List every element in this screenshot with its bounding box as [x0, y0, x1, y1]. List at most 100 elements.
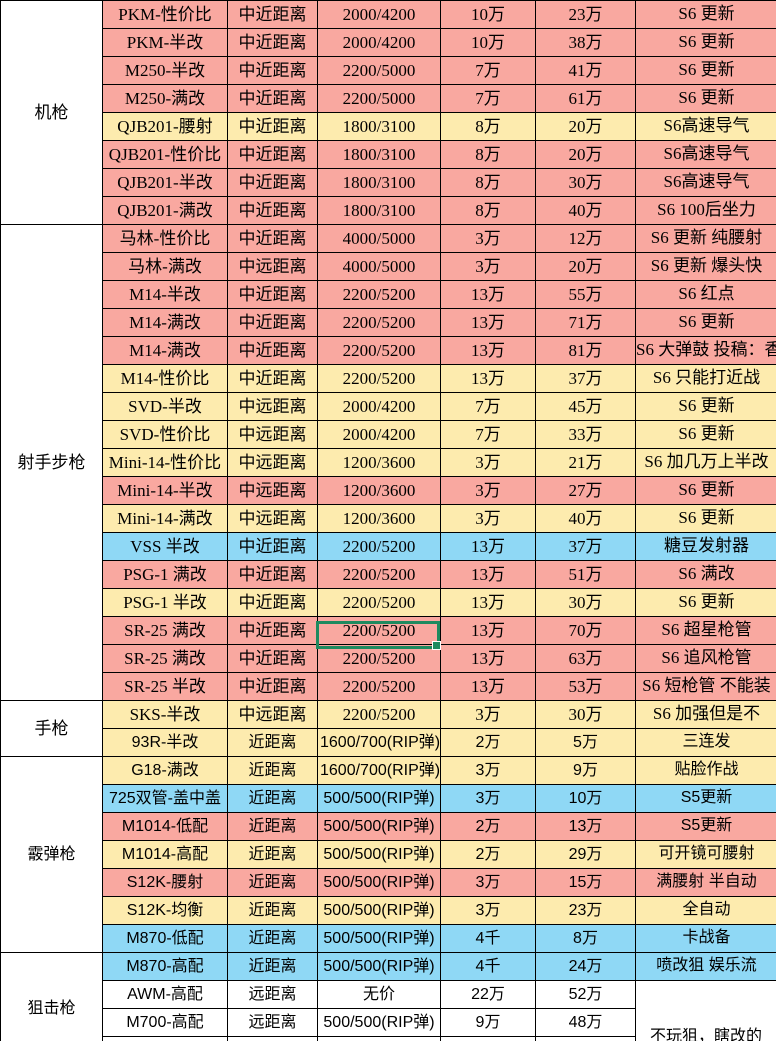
note-cell[interactable]: S6 更新 [635, 84, 776, 113]
distance-cell[interactable]: 中远距离 [227, 476, 318, 505]
table-row[interactable]: M14-满改 中近距离 2200/5200 13万 71万 S6 更新 [1, 308, 776, 337]
cost-b-cell[interactable]: 20万 [535, 140, 636, 169]
table-row[interactable]: S12K-均衡 近距离 500/500(RIP弹) 3万 23万 全自动 [1, 896, 776, 925]
distance-cell[interactable]: 中近距离 [227, 364, 318, 393]
price-cell[interactable]: 500/500(RIP弹) [317, 1036, 441, 1041]
note-cell[interactable]: S6 红点 [635, 280, 776, 309]
note-cell[interactable]: S6 更新 [635, 28, 776, 57]
price-cell[interactable]: 2200/5200 [317, 280, 441, 309]
note-cell[interactable]: S6 更新 [635, 56, 776, 85]
distance-cell[interactable]: 中近距离 [227, 224, 318, 253]
price-cell[interactable]: 500/500(RIP弹) [317, 784, 441, 813]
table-row[interactable]: AWM-高配 远距离 无价 22万 52万 不玩狙，瞎改的 [1, 980, 776, 1041]
weapon-name-cell[interactable]: M14-性价比 [102, 364, 228, 393]
price-cell[interactable]: 500/500(RIP弹) [317, 840, 441, 869]
cost-b-cell[interactable]: 12万 [535, 224, 636, 253]
cost-b-cell[interactable]: 61万 [535, 84, 636, 113]
cost-a-cell[interactable]: 13万 [440, 644, 536, 673]
weapon-name-cell[interactable]: M250-满改 [102, 84, 228, 113]
table-row[interactable]: PSG-1 半改 中近距离 2200/5200 13万 30万 S6 更新 [1, 588, 776, 617]
note-cell[interactable]: 三连发 [635, 728, 776, 757]
distance-cell[interactable]: 近距离 [227, 812, 318, 841]
weapon-name-cell[interactable]: PKM-半改 [102, 28, 228, 57]
price-cell[interactable]: 无价 [317, 980, 441, 1009]
cost-a-cell[interactable]: 8万 [440, 168, 536, 197]
weapon-name-cell[interactable]: PSG-1 半改 [102, 588, 228, 617]
cost-a-cell[interactable]: 3万 [440, 504, 536, 533]
distance-cell[interactable]: 近距离 [227, 756, 318, 785]
price-cell[interactable]: 1200/3600 [317, 504, 441, 533]
cost-b-cell[interactable]: 5万 [535, 728, 636, 757]
table-row[interactable]: M14-半改 中近距离 2200/5200 13万 55万 S6 红点 [1, 280, 776, 309]
cost-a-cell[interactable]: 13万 [440, 532, 536, 561]
price-cell[interactable]: 500/500(RIP弹) [317, 812, 441, 841]
table-row[interactable]: QJB201-腰射 中近距离 1800/3100 8万 20万 S6高速导气 [1, 112, 776, 141]
cost-a-cell[interactable]: 8万 [440, 196, 536, 225]
price-cell[interactable]: 2000/4200 [317, 28, 441, 57]
weapon-name-cell[interactable]: AWM-高配 [102, 980, 228, 1009]
cost-a-cell[interactable]: 9万 [440, 1008, 536, 1037]
price-cell[interactable]: 2200/5200 [317, 672, 441, 701]
category-cell[interactable]: 狙击枪 [0, 952, 103, 1041]
cost-b-cell[interactable]: 51万 [535, 560, 636, 589]
distance-cell[interactable]: 远距离 [227, 1036, 318, 1041]
cost-b-cell[interactable]: 81万 [535, 336, 636, 365]
note-cell[interactable]: S6 短枪管 不能装 [635, 672, 776, 701]
price-cell[interactable]: 500/500(RIP弹) [317, 868, 441, 897]
note-cell[interactable]: S6 超星枪管 [635, 616, 776, 645]
cost-b-cell[interactable]: 23万 [535, 0, 636, 29]
cost-b-cell[interactable]: 70万 [535, 616, 636, 645]
distance-cell[interactable]: 中近距离 [227, 140, 318, 169]
note-cell[interactable]: S6 100后坐力 [635, 196, 776, 225]
cost-b-cell[interactable]: 52万 [535, 980, 636, 1009]
distance-cell[interactable]: 中近距离 [227, 0, 318, 29]
cost-b-cell[interactable]: 24万 [535, 952, 636, 981]
weapon-name-cell[interactable]: 725双管-盖中盖 [102, 784, 228, 813]
note-cell[interactable]: S6 加几万上半改 [635, 448, 776, 477]
price-cell[interactable]: 1800/3100 [317, 196, 441, 225]
weapon-name-cell[interactable]: QJB201-半改 [102, 168, 228, 197]
weapon-name-cell[interactable]: PKM-性价比 [102, 0, 228, 29]
price-cell[interactable]: 2200/5200 [317, 364, 441, 393]
table-row[interactable]: PKM-半改 中近距离 2000/4200 10万 38万 S6 更新 [1, 28, 776, 57]
weapon-name-cell[interactable]: Mini-14-半改 [102, 476, 228, 505]
distance-cell[interactable]: 中远距离 [227, 252, 318, 281]
note-cell[interactable]: S6 更新 爆头快 [635, 252, 776, 281]
cost-a-cell[interactable]: 3万 [440, 868, 536, 897]
distance-cell[interactable]: 中近距离 [227, 336, 318, 365]
weapon-name-cell[interactable]: SKS-半改 [102, 700, 228, 729]
note-cell[interactable]: 满腰射 半自动 [635, 868, 776, 897]
table-row[interactable]: PSG-1 满改 中近距离 2200/5200 13万 51万 S6 满改 [1, 560, 776, 589]
cost-a-cell[interactable]: 7万 [440, 56, 536, 85]
cost-a-cell[interactable]: 3万 [440, 896, 536, 925]
cost-a-cell[interactable]: 2万 [440, 840, 536, 869]
cost-a-cell[interactable]: 4千 [440, 924, 536, 953]
cost-b-cell[interactable]: 15万 [535, 868, 636, 897]
note-cell[interactable]: S6 更新 [635, 308, 776, 337]
note-cell[interactable]: S6高速导气 [635, 112, 776, 141]
price-cell[interactable]: 2200/5000 [317, 56, 441, 85]
cost-a-cell[interactable]: 3万 [440, 448, 536, 477]
distance-cell[interactable]: 中远距离 [227, 700, 318, 729]
cost-a-cell[interactable]: 8万 [440, 112, 536, 141]
cost-b-cell[interactable]: 13万 [535, 812, 636, 841]
cost-a-cell[interactable]: 8万 [440, 140, 536, 169]
table-row[interactable]: 霰弹枪 G18-满改 近距离 1600/700(RIP弹) 3万 9万 贴脸作战 [0, 756, 776, 953]
note-cell[interactable]: S6 更新 纯腰射 [635, 224, 776, 253]
note-cell[interactable]: S6高速导气 [635, 168, 776, 197]
cost-a-cell[interactable]: 7万 [440, 420, 536, 449]
weapon-name-cell[interactable]: PSG-1 满改 [102, 560, 228, 589]
price-cell[interactable]: 2200/5200 [317, 588, 441, 617]
cost-b-cell[interactable]: 53万 [535, 672, 636, 701]
distance-cell[interactable]: 中近距离 [227, 532, 318, 561]
weapon-name-cell[interactable]: R93-高配 [102, 1036, 228, 1041]
weapon-name-cell[interactable]: M870-高配 [102, 952, 228, 981]
distance-cell[interactable]: 中近距离 [227, 84, 318, 113]
cost-a-cell[interactable]: 7万 [440, 84, 536, 113]
note-cell[interactable]: S6高速导气 [635, 140, 776, 169]
table-row[interactable]: Mini-14-性价比 中远距离 1200/3600 3万 21万 S6 加几万上半改 [1, 448, 776, 477]
distance-cell[interactable]: 中近距离 [227, 308, 318, 337]
